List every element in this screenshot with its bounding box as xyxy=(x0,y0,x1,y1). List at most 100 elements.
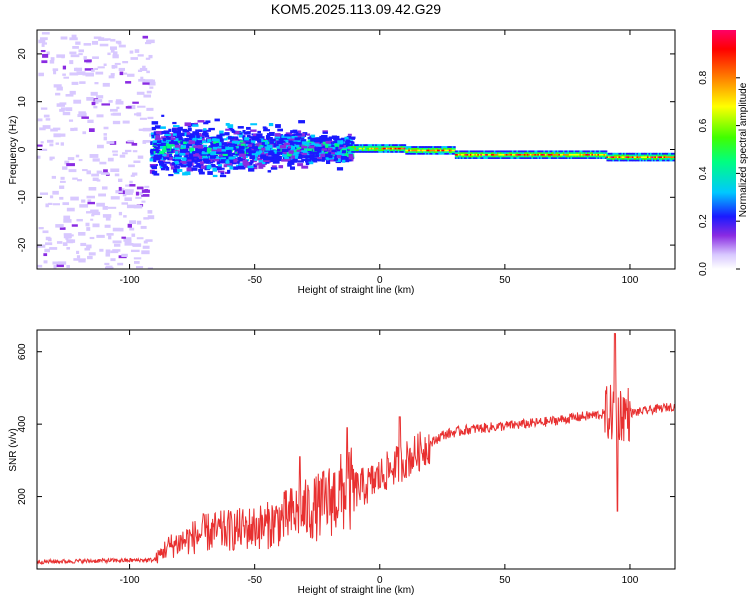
spectral-cell xyxy=(630,154,633,157)
spectral-cell xyxy=(421,147,425,150)
spectral-cell xyxy=(484,157,488,159)
spectral-cell xyxy=(125,184,130,187)
spectral-cell xyxy=(607,156,611,158)
spectral-cell xyxy=(496,152,500,154)
spectral-cell xyxy=(447,149,450,152)
spectral-cell xyxy=(183,141,187,145)
spectral-cell xyxy=(291,136,298,139)
spectral-cell xyxy=(468,157,471,159)
spectral-cell xyxy=(234,154,239,158)
spectral-cell xyxy=(187,159,192,162)
spectral-cell xyxy=(466,153,470,156)
spectral-cell xyxy=(544,155,548,158)
spectral-cell xyxy=(564,153,567,156)
spectral-cell xyxy=(420,152,423,155)
spectral-cell xyxy=(658,159,662,162)
spectral-cell xyxy=(538,152,542,154)
spectral-cell xyxy=(492,153,495,156)
spectral-cell xyxy=(226,154,234,157)
spectral-cell xyxy=(219,155,226,159)
spectrogram-xtick-label: 0 xyxy=(377,275,383,286)
spectral-cell xyxy=(427,151,431,153)
spectral-cell xyxy=(403,150,407,153)
spectral-cell xyxy=(432,147,435,150)
spectral-cell xyxy=(501,155,504,158)
spectral-cell xyxy=(242,135,246,139)
spectral-cell xyxy=(78,49,84,53)
spectral-cell xyxy=(263,160,270,164)
spectral-cell xyxy=(535,153,539,156)
spectral-cell xyxy=(243,131,247,135)
spectral-cell xyxy=(490,157,494,159)
spectral-cell xyxy=(307,137,312,140)
spectral-cell xyxy=(147,116,154,120)
colorbar-tick-label: 0.2 xyxy=(698,214,709,228)
spectral-cell xyxy=(276,140,283,145)
spectral-cell xyxy=(355,150,359,153)
spectral-cell xyxy=(406,151,410,153)
spectral-cell xyxy=(478,153,482,156)
spectral-cell xyxy=(532,155,536,158)
spectral-cell xyxy=(454,150,458,153)
spectral-cell xyxy=(507,157,510,159)
spectral-cell xyxy=(555,153,558,156)
spectral-cell xyxy=(269,140,274,144)
snr-xtick-label: 0 xyxy=(377,575,383,586)
spectral-cell xyxy=(637,157,641,160)
spectral-cell xyxy=(142,127,152,132)
spectral-cell xyxy=(591,157,594,159)
spectral-cell xyxy=(358,150,362,153)
spectral-cell xyxy=(559,155,563,158)
spectral-cell xyxy=(561,152,564,154)
spectral-cell xyxy=(636,159,639,162)
spectral-cell xyxy=(242,161,250,166)
spectral-cell xyxy=(399,147,402,150)
spectral-cell xyxy=(504,152,507,154)
spectral-cell xyxy=(633,157,636,160)
spectral-cell xyxy=(595,155,599,158)
spectral-cell xyxy=(538,155,542,158)
spectral-cell xyxy=(287,162,292,167)
spectral-cell xyxy=(459,150,462,153)
spectral-cell xyxy=(96,114,104,118)
spectral-cell xyxy=(242,146,250,150)
spectral-cell xyxy=(37,264,43,268)
spectral-cell xyxy=(430,152,434,155)
spectral-cell xyxy=(471,152,474,154)
colorbar-tick-label: 0.0 xyxy=(698,262,709,276)
spectral-cell xyxy=(113,243,121,247)
spectral-cell xyxy=(649,152,653,155)
spectral-cell xyxy=(301,165,309,169)
spectral-cell xyxy=(517,157,521,159)
spectral-cell xyxy=(244,137,250,141)
spectral-cell xyxy=(91,69,95,72)
spectral-cell xyxy=(250,129,257,132)
spectral-cell xyxy=(37,118,43,122)
spectral-cell xyxy=(643,152,647,155)
spectral-cell xyxy=(549,157,552,159)
spectral-cell xyxy=(481,153,485,156)
spectral-cell xyxy=(252,165,258,170)
spectral-cell xyxy=(259,165,266,168)
spectral-cell xyxy=(103,83,109,86)
spectral-cell xyxy=(495,153,498,156)
spectral-cell xyxy=(645,154,648,157)
spectral-cell xyxy=(237,165,245,170)
spectral-cell xyxy=(661,152,665,155)
spectral-cell xyxy=(666,152,669,155)
spectral-cell xyxy=(583,152,587,154)
spectral-cell xyxy=(546,155,549,158)
spectral-cell xyxy=(649,154,653,157)
spectral-cell xyxy=(513,157,516,159)
spectral-cell xyxy=(247,144,253,147)
spectral-cell xyxy=(77,179,83,182)
spectral-cell xyxy=(573,155,576,158)
spectral-cell xyxy=(322,131,328,134)
spectral-cell xyxy=(55,142,60,145)
spectral-cell xyxy=(172,121,177,125)
spectral-cell xyxy=(372,144,375,147)
spectral-cell xyxy=(576,150,579,153)
spectral-cell xyxy=(631,159,635,162)
spectral-cell xyxy=(478,157,482,159)
spectral-cell xyxy=(532,150,536,153)
